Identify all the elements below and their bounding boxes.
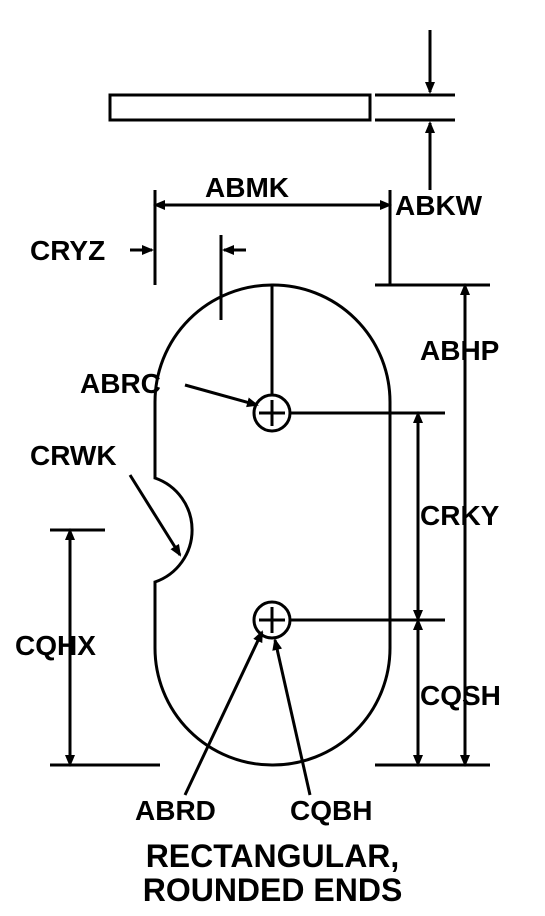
label-cqsh: CQSH (420, 680, 501, 712)
label-abmk: ABMK (205, 172, 289, 204)
title-line1: RECTANGULAR, (0, 838, 545, 875)
label-cqbh: CQBH (290, 795, 372, 827)
label-abrc: ABRC (80, 368, 161, 400)
label-crwk: CRWK (30, 440, 117, 472)
label-abhp: ABHP (420, 335, 499, 367)
label-cqhx: CQHX (15, 630, 96, 662)
label-abkw: ABKW (395, 190, 482, 222)
title-line2: ROUNDED ENDS (0, 872, 545, 909)
label-abrd: ABRD (135, 795, 216, 827)
label-crky: CRKY (420, 500, 499, 532)
label-cryz: CRYZ (30, 235, 105, 267)
cqbh-leader (275, 640, 310, 795)
abrc-leader (185, 385, 257, 405)
abrd-leader (185, 632, 262, 795)
thin-rect (110, 95, 370, 120)
diagram-container: ABKW ABMK CRYZ ABHP ABRC CRWK CRKY CQHX … (0, 0, 545, 916)
